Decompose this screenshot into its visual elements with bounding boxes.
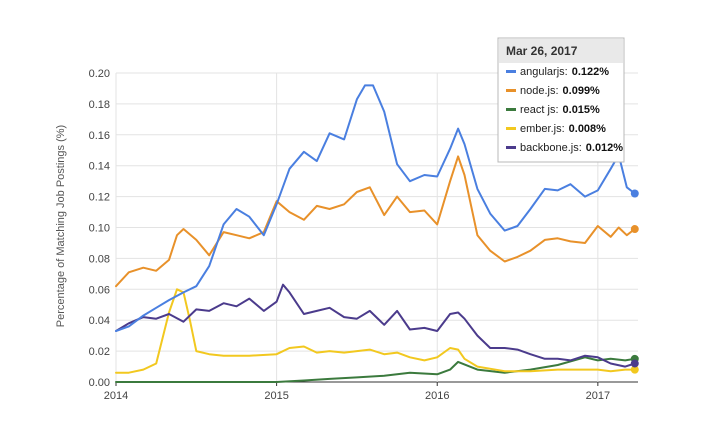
tooltip-swatch [506,108,516,111]
series-end-dot-angularjs [630,189,639,198]
y-tick-label: 0.08 [89,253,110,265]
series-lines [115,84,636,383]
tooltip-header-bg [499,39,623,63]
tooltip-series-value: 0.008% [569,123,607,135]
x-tick-label: 2017 [586,390,610,402]
hover-tooltip: Mar 26, 2017 angularjs: 0.122% node.js: 0.0… [497,37,625,163]
x-axis-ticks: 2014 2015 2016 2017 [104,382,610,402]
series-end-dot-node-js [630,225,639,234]
series-line-ember-js [115,288,636,374]
x-tick-label: 2014 [104,390,128,402]
tooltip-series-name: node.js: [520,85,559,97]
series-line-node-js [115,155,636,288]
series-end-dot-ember-js [630,365,639,374]
tooltip-series-value: 0.015% [563,104,601,116]
y-axis-label: Percentage of Matching Job Postings (%) [55,125,67,327]
x-tick-label: 2016 [425,390,449,402]
series-line-backbone-js [115,283,636,368]
y-axis-ticks: 0.00 0.02 0.04 0.06 0.08 0.10 0.12 0.14 0.16 0.18… [89,68,110,389]
y-tick-label: 0.20 [89,68,110,80]
series-end-dot-backbone-js [630,359,639,368]
y-tick-label: 0.14 [89,161,110,173]
tooltip-series-name: ember.js: [520,123,565,135]
y-tick-label: 0.18 [89,99,110,111]
y-tick-label: 0.02 [89,346,110,358]
y-tick-label: 0.00 [89,377,110,389]
tooltip-series-name: react js: [520,104,559,116]
y-tick-label: 0.04 [89,315,110,327]
y-tick-label: 0.10 [89,223,110,235]
series-end-markers [630,189,639,374]
y-tick-label: 0.12 [89,192,110,204]
tooltip-swatch [506,70,516,73]
tooltip-swatch [506,127,516,130]
y-tick-label: 0.06 [89,284,110,296]
tooltip-series-value: 0.122% [572,66,610,78]
series-line-angularjs [115,84,636,332]
x-tick-label: 2015 [264,390,288,402]
tooltip-series-name: backbone.js: [520,142,582,154]
tooltip-series-value: 0.099% [563,85,601,97]
tooltip-series-name: angularjs: [520,66,568,78]
tooltip-rows: angularjs: 0.122% node.js: 0.099% react js: 0… [506,66,623,154]
y-tick-label: 0.16 [89,130,110,142]
tooltip-swatch [506,89,516,92]
tooltip-date: Mar 26, 2017 [506,44,578,58]
tooltip-series-value: 0.012% [586,142,624,154]
tooltip-swatch [506,146,516,149]
series-line-react-js [115,356,636,383]
